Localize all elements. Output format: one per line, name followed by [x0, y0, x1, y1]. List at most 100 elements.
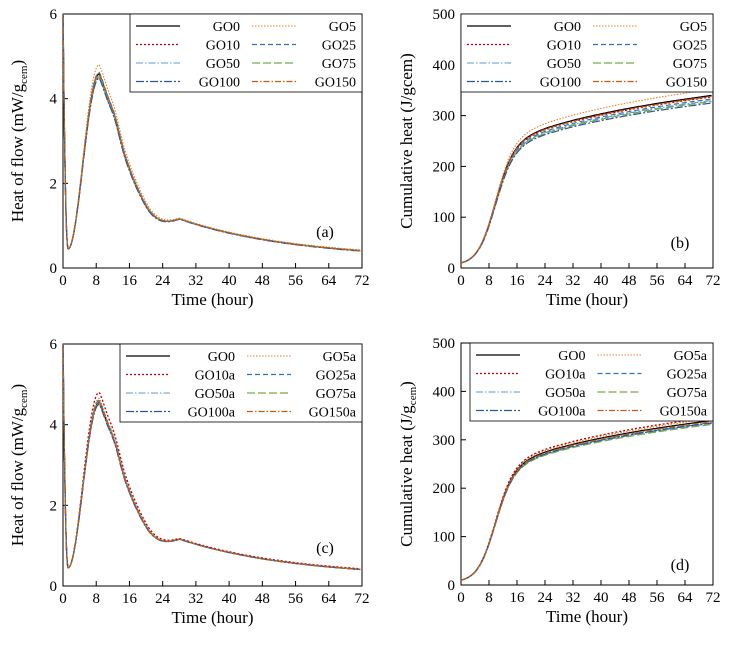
- x-tick-label: 56: [288, 591, 304, 607]
- y-axis-label: Cumulative heat (J/gcem): [397, 53, 416, 229]
- legend-b: GO0 GO5 GO10 GO25 GO50 GO75 GO100 GO150: [460, 13, 714, 93]
- series-line-GO150: [461, 95, 712, 264]
- series-line-GO10: [461, 96, 712, 264]
- x-tick-label: 64: [678, 590, 694, 606]
- legend-label: GO25a: [667, 368, 708, 383]
- x-tick-label: 64: [321, 273, 337, 289]
- x-tick-label: 24: [538, 590, 554, 606]
- legend-a: GO0 GO5 GO10 GO25 GO50 GO75 GO100 GO150: [129, 13, 363, 93]
- x-tick-label: 72: [706, 273, 721, 289]
- legend-label: GO50: [206, 57, 240, 72]
- legend-label: GO150: [666, 76, 707, 91]
- legend-label: GO50a: [195, 387, 236, 402]
- x-tick-label: 48: [622, 590, 637, 606]
- x-tick-label: 56: [650, 590, 666, 606]
- panel-label: (b): [671, 235, 690, 252]
- x-tick-label: 0: [457, 590, 465, 606]
- panel-b: 0 8 16 24 32 40 48 56 64 72 0 100 200 300 400 500 Time (…: [397, 7, 721, 309]
- x-tick-label: 8: [485, 590, 493, 606]
- y-axis-label: Heat of flow (mW/gcem): [8, 384, 30, 546]
- legend-label: GO0: [208, 350, 235, 365]
- x-tick-label: 16: [122, 273, 138, 289]
- x-tick-label: 0: [59, 273, 67, 289]
- legend-label: GO5a: [323, 350, 357, 365]
- legend-label: GO10: [206, 39, 240, 54]
- y-tick-label: 300: [433, 109, 456, 125]
- legend-label: GO5: [680, 20, 707, 35]
- y-axis-label: Heat of flow (mW/gcem): [8, 60, 30, 222]
- panel-label: (c): [316, 540, 334, 557]
- x-tick-label: 64: [321, 591, 337, 607]
- y-tick-label: 100: [433, 530, 456, 546]
- y-tick-label: 0: [50, 579, 58, 595]
- x-tick-label: 32: [188, 273, 203, 289]
- x-tick-label: 24: [155, 591, 171, 607]
- legend-label: GO10a: [195, 369, 236, 384]
- legend-label: GO75a: [667, 386, 708, 401]
- legend-label: GO100: [540, 76, 581, 91]
- x-tick-label: 16: [510, 273, 526, 289]
- legend-box: [460, 13, 714, 93]
- legend-label: GO0: [213, 20, 240, 35]
- series-group: [63, 14, 361, 252]
- x-tick-label: 48: [255, 591, 270, 607]
- x-tick-label: 32: [566, 273, 581, 289]
- legend-label: GO5: [329, 20, 356, 35]
- series-line-GO10a: [461, 416, 712, 581]
- legend-label: GO150a: [309, 406, 357, 421]
- x-tick-label: 24: [155, 273, 171, 289]
- x-tick-label: 8: [485, 273, 493, 289]
- legend-label: GO25: [322, 39, 356, 54]
- x-tick-label: 8: [92, 591, 100, 607]
- x-tick-label: 56: [650, 273, 666, 289]
- x-tick-label: 72: [706, 590, 721, 606]
- series-group: [461, 416, 712, 581]
- legend-label: GO5a: [674, 349, 708, 364]
- y-tick-label: 400: [433, 58, 456, 74]
- x-tick-label: 56: [288, 273, 304, 289]
- x-tick-label: 64: [678, 273, 694, 289]
- x-tick-label: 8: [92, 273, 100, 289]
- legend-label: GO75: [322, 57, 356, 72]
- legend-label: GO10a: [545, 368, 586, 383]
- panel-label: (d): [671, 557, 690, 574]
- x-tick-label: 40: [594, 590, 609, 606]
- panel-label: (a): [316, 224, 334, 241]
- x-tick-label: 16: [122, 591, 138, 607]
- y-tick-label: 2: [50, 498, 58, 514]
- x-tick-label: 0: [59, 591, 67, 607]
- y-tick-label: 0: [50, 261, 58, 277]
- legend-label: GO50a: [545, 386, 586, 401]
- x-tick-label: 48: [622, 273, 637, 289]
- x-tick-label: 48: [255, 273, 270, 289]
- x-tick-label: 24: [538, 273, 554, 289]
- x-tick-label: 40: [594, 273, 609, 289]
- y-tick-label: 100: [433, 210, 456, 226]
- y-tick-label: 500: [433, 336, 456, 352]
- y-tick-label: 0: [448, 578, 456, 594]
- x-tick-label: 0: [457, 273, 465, 289]
- x-axis-label: Time (hour): [171, 290, 253, 309]
- series-group: [63, 344, 361, 571]
- legend-label: GO0: [558, 349, 585, 364]
- series-line-GO150a: [63, 344, 361, 571]
- y-tick-label: 200: [433, 481, 456, 497]
- y-axis-label: Cumulative heat (J/gcem): [397, 381, 419, 547]
- legend-label: GO100a: [188, 406, 236, 421]
- x-tick-label: 72: [355, 273, 370, 289]
- legend-label: GO100a: [538, 405, 586, 420]
- panel-d: 0 8 16 24 32 40 48 56 64 72 0 100 200 300 400 500 Time (…: [397, 336, 721, 626]
- legend-label: GO50: [547, 57, 581, 72]
- series-line-GO150: [63, 14, 361, 252]
- legend-label: GO150a: [660, 405, 708, 420]
- legend-label: GO25: [673, 39, 707, 54]
- series-line-GO100: [461, 102, 712, 264]
- legend-label: GO0: [554, 20, 581, 35]
- y-tick-label: 4: [50, 418, 58, 434]
- y-tick-label: 6: [50, 7, 58, 23]
- legend-label: GO75a: [316, 387, 357, 402]
- y-tick-label: 500: [433, 7, 456, 23]
- legend-box: [469, 342, 714, 422]
